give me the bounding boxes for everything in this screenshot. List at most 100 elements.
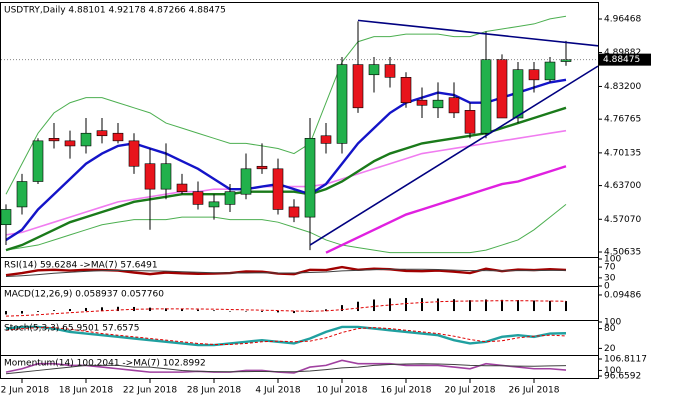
series-line: [5, 363, 567, 375]
y-tick-label: 106.8117: [604, 354, 647, 364]
series-line: [5, 265, 567, 277]
histogram-bar: [357, 301, 359, 312]
y-tick-label: 100: [604, 318, 621, 328]
y-tick-label: 0.09486: [604, 290, 641, 300]
candle-body: [352, 64, 364, 109]
candle-body: [336, 64, 348, 144]
series-line: [5, 327, 567, 345]
y-tick-label: 4.50635: [604, 247, 641, 257]
panel-plot: [5, 265, 567, 278]
y-tick-label: 96.6592: [604, 372, 641, 382]
histogram-bar: [437, 298, 439, 312]
histogram-bar: [309, 311, 311, 312]
panel-title: MACD(12,26,9) 0.058937 0.057760: [4, 290, 164, 300]
panel-title: Momentum(14) 100.2041 ->MA(7) 102.8992: [4, 359, 206, 369]
panel-plot: [5, 297, 567, 317]
candle-body: [48, 138, 60, 142]
histogram-bar: [133, 306, 135, 312]
histogram-bar: [533, 300, 535, 312]
histogram-bar: [181, 308, 183, 312]
histogram-bar: [565, 301, 567, 312]
x-tick-label: 18 Jun 2018: [59, 386, 113, 396]
candle-body: [32, 140, 44, 182]
x-tick-label: 16 Jul 2018: [381, 386, 432, 396]
histogram-bar: [69, 308, 71, 312]
candle-body: [80, 132, 92, 147]
histogram-bar: [21, 311, 23, 314]
x-tick-label: 22 Jun 2018: [123, 386, 177, 396]
series-line: [325, 165, 567, 254]
x-tick-label: 12 Jun 2018: [0, 386, 49, 396]
histogram-bar: [293, 311, 295, 314]
series-line: [5, 78, 567, 241]
x-tick-label: 26 Jul 2018: [509, 386, 560, 396]
y-tick-label: 4.89882: [604, 48, 641, 58]
histogram-bar: [405, 297, 407, 312]
candle-body: [384, 64, 396, 78]
histogram-bar: [469, 300, 471, 312]
candle-body: [528, 69, 540, 81]
y-tick-label: 4.96468: [604, 15, 641, 25]
candle-body: [208, 201, 220, 208]
panel-title: USDTRY,Daily 4.88101 4.92178 4.87266 4.8…: [4, 6, 226, 16]
histogram-bar: [149, 307, 151, 312]
panel-title: RSI(14) 59.6284 ->MA(7) 57.6491: [4, 261, 158, 271]
histogram-bar: [453, 299, 455, 312]
y-tick-label: 100: [604, 255, 621, 265]
series-line: [5, 268, 567, 278]
histogram-bar: [277, 311, 279, 313]
histogram-bar: [325, 309, 327, 312]
histogram-bar: [165, 308, 167, 312]
histogram-bar: [421, 298, 423, 312]
histogram-bar: [229, 311, 231, 312]
x-tick-label: 28 Jun 2018: [187, 386, 241, 396]
candle-body: [400, 77, 412, 104]
y-tick-label: 4.76765: [604, 115, 641, 125]
trend-line: [309, 65, 598, 246]
candle-body: [448, 97, 460, 114]
series-line: [5, 106, 567, 252]
candle-body: [432, 99, 444, 109]
panel-plot: [5, 359, 567, 375]
histogram-bar: [5, 311, 7, 315]
candle-body: [368, 64, 380, 76]
histogram-bar: [261, 311, 263, 312]
histogram-bar: [117, 306, 119, 312]
histogram-bar: [213, 310, 215, 312]
candle-body: [160, 163, 172, 190]
series-line: [5, 300, 567, 317]
series-line: [5, 203, 567, 254]
last-price-label: 4.88475: [603, 55, 640, 65]
candle-body: [496, 59, 508, 119]
candle-body: [64, 140, 76, 147]
panel-plot: [5, 325, 567, 347]
histogram-bar: [53, 310, 55, 312]
x-tick-label: 20 Jul 2018: [445, 386, 496, 396]
candle-body: [544, 61, 556, 81]
trend-line: [357, 19, 598, 47]
x-tick-label: 10 Jul 2018: [317, 386, 368, 396]
candle-body: [256, 165, 268, 170]
y-tick-label: 4.70135: [604, 148, 641, 158]
candle-body: [128, 140, 140, 167]
candle-body: [96, 130, 108, 137]
y-tick-label: 30: [604, 273, 616, 283]
candle-body: [464, 110, 476, 134]
y-tick-label: 4.57070: [604, 215, 641, 225]
x-tick-label: 4 Jul 2018: [255, 386, 300, 396]
histogram-bar: [197, 309, 199, 312]
candle-body: [144, 163, 156, 190]
candle-body: [288, 206, 300, 218]
panel-title: Stoch(5,3,3) 65.9501 57.6575: [4, 324, 139, 334]
y-tick-label: 80: [604, 324, 616, 334]
y-tick-label: 20: [604, 344, 616, 354]
y-tick-label: 70: [604, 263, 616, 273]
candle-body: [416, 99, 428, 106]
histogram-bar: [501, 299, 503, 312]
y-tick-label: 4.63700: [604, 181, 641, 191]
candle-body: [224, 191, 236, 205]
series-line: [5, 359, 567, 374]
candle-body: [304, 138, 316, 218]
